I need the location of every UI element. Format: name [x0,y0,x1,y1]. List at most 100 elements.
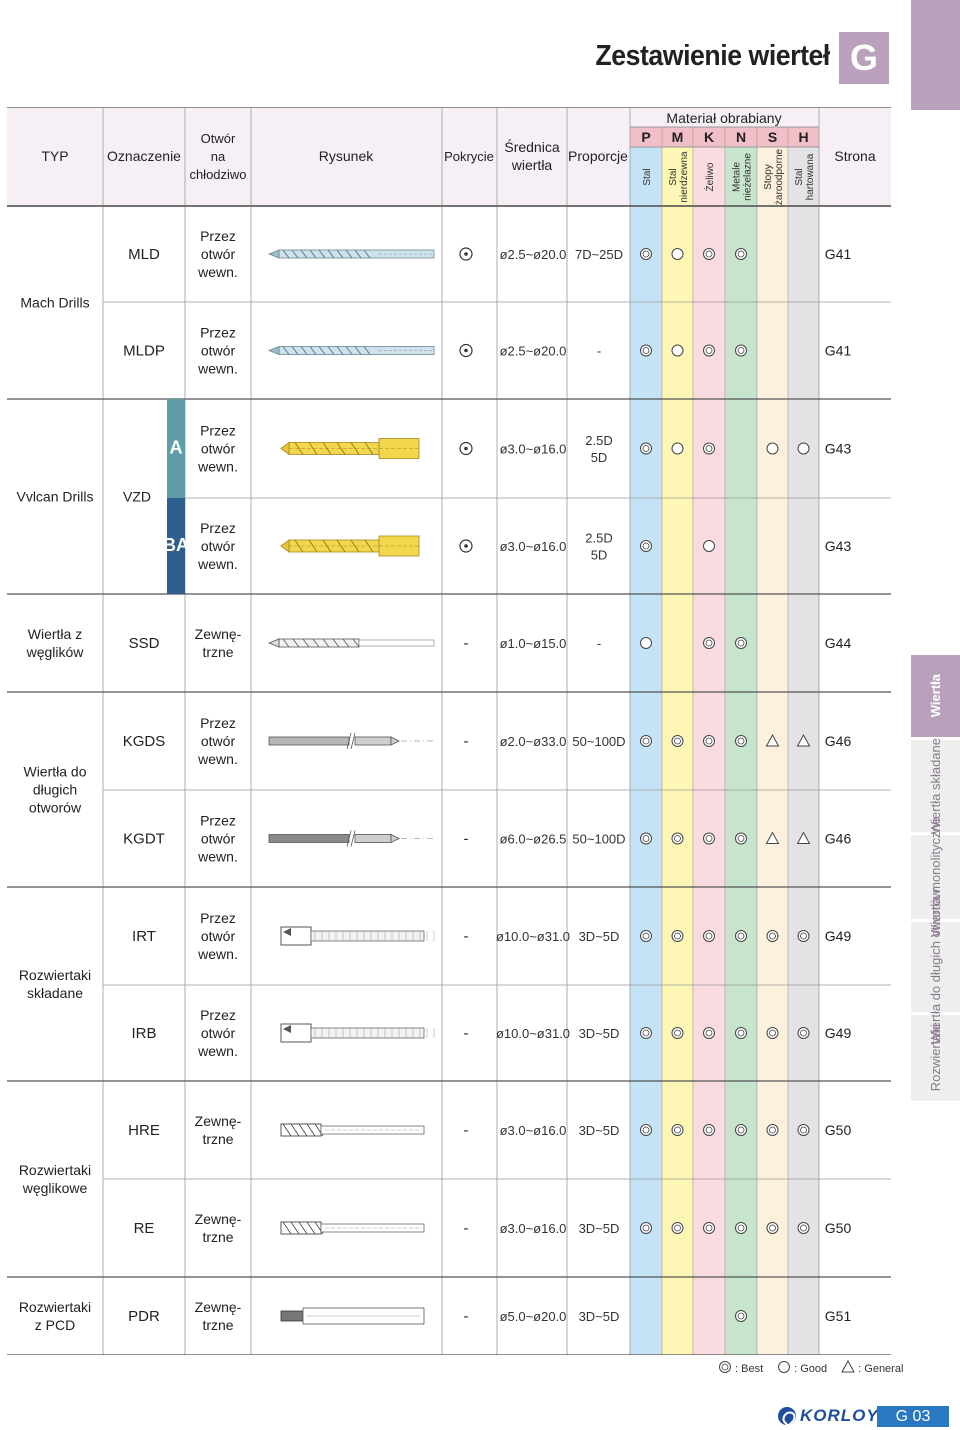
tool-drawing [267,249,435,259]
general-icon [841,1359,855,1377]
material-best-symbol [797,1027,810,1039]
legend: : Best : Good : General [718,1359,904,1377]
brand-name: KORLOY [800,1406,879,1425]
material-best-symbol [735,832,747,845]
row-coolant: Zewnę-trzne [195,626,242,660]
iso-code-K: K [704,129,714,145]
row-proportion: - [597,636,601,651]
iso-code-bg [725,127,757,147]
tool-drawing [280,1123,425,1137]
row-proportion: 50~100D [572,832,625,847]
row-coating: - [464,1220,469,1237]
material-best-symbol [703,442,715,455]
material-column-bg [662,107,693,1355]
legend-item-general: : General [841,1359,904,1377]
row-diameter: ø2.5~ø20.0 [500,344,567,359]
material-general-symbol [765,733,780,747]
header-typ: TYP [41,148,68,164]
material-best-symbol [735,1222,747,1234]
row-coating: - [464,1308,469,1325]
row-proportion: 3D~5D [579,1123,620,1138]
tool-drawing [280,1221,425,1235]
material-best-symbol [703,1222,715,1234]
material-best-symbol [766,1124,779,1136]
page-number: G 03 [877,1406,949,1427]
header-bg [630,107,819,127]
material-best-symbol [797,1124,810,1136]
material-best-symbol [735,735,747,747]
row-page: G43 [825,441,852,457]
material-best-symbol [703,1027,715,1039]
coating-symbol [459,539,473,553]
material-best-symbol [735,1310,747,1322]
row-page: G46 [825,831,852,847]
row-designation: RE [134,1220,155,1237]
side-tab-0[interactable]: Wiertła [911,655,960,737]
good-icon [777,1360,791,1377]
legend-item-best: : Best [718,1360,763,1377]
row-diameter: ø3.0~ø16.0 [500,539,567,554]
side-tab-4[interactable]: Rozwiertaki [911,1015,960,1101]
side-strip [911,0,960,110]
material-best-symbol [703,735,715,747]
tool-drawing [268,830,434,847]
group-type-label: Wiertła do długich otworów [23,764,86,816]
material-good-symbol [640,637,652,649]
iso-code-bg [662,127,693,147]
footer: KORLOY G 03 [0,1402,960,1430]
row-coating: - [464,831,469,848]
variant-code: A [170,438,183,458]
tool-drawing [280,1307,425,1325]
material-best-symbol [735,248,747,260]
iso-code-N: N [736,129,746,145]
material-best-symbol [735,637,747,649]
material-best-symbol [735,344,747,357]
legend-item-good: : Good [777,1360,827,1377]
row-designation: SSD [129,635,160,652]
row-coolant: Przez otwór wewn. [197,715,238,767]
row-designation: IRB [131,1025,156,1042]
material-best-symbol [766,1222,779,1234]
iso-code-bg [788,127,819,147]
header-bg [819,107,891,206]
side-tab-2[interactable]: Wiertła monolityczne [911,817,960,937]
row-coolant: Przez otwór wewn. [197,520,238,572]
material-best-symbol [640,442,652,455]
variant-ba-bg [167,498,185,594]
row-diameter: ø1.0~ø15.0 [500,636,567,651]
material-column-bg [757,107,788,1355]
material-best-symbol [703,930,715,942]
group-type-label: Mach Drills [20,295,89,311]
material-best-symbol [766,1027,779,1039]
iso-code-bg [630,127,662,147]
side-tab-1[interactable]: Wiertła składane [911,738,960,834]
material-general-symbol [796,733,811,747]
row-proportion: 2.5D 5D [585,433,612,465]
row-page: G43 [825,538,852,554]
group-type-label: Rozwiertaki z PCD [19,1299,91,1333]
header-oznaczenie: Oznaczenie [107,148,181,164]
row-coolant: Zewnę-trzne [195,1299,242,1333]
row-diameter: ø2.5~ø20.0 [500,247,567,262]
header-material: Materiał obrabiany [666,110,781,126]
material-name: Stal [642,168,653,185]
material-best-symbol [703,248,715,260]
legend-label: : General [858,1362,904,1375]
material-best-symbol [703,832,715,845]
row-proportion: 3D~5D [579,1309,620,1324]
row-page: G44 [825,635,852,651]
material-name: Metalenieżelazne [732,153,754,201]
side-tab-3[interactable]: Wiertła do długich otworów [911,889,960,1045]
coating-symbol [459,343,473,358]
row-designation: KGDS [123,733,166,750]
group-type-label: Rozwiertaki węglikowe [19,1162,91,1196]
page-title: Zestawienie wierteł [595,40,831,72]
row-proportion: - [597,344,601,359]
row-page: G49 [825,1025,852,1041]
material-best-symbol [671,1222,684,1234]
iso-code-M: M [672,129,684,145]
iso-code-bg [693,127,725,147]
material-best-symbol [640,1027,652,1039]
brand-logo: KORLOY [778,1406,879,1426]
material-name: Żeliwo [703,162,716,191]
